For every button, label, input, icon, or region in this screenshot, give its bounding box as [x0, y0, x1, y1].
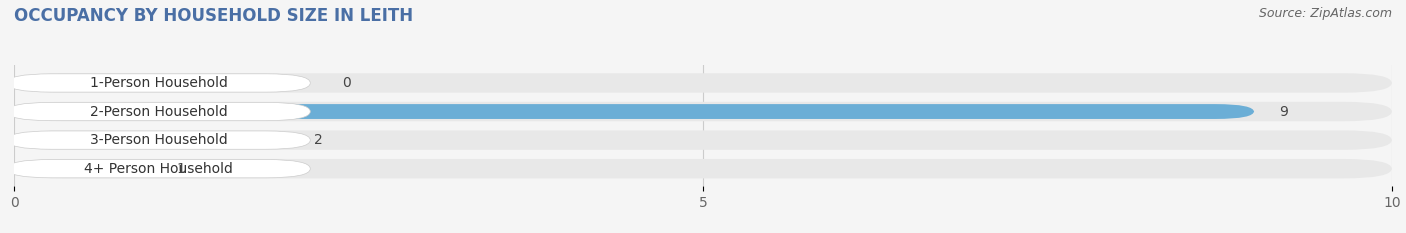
FancyBboxPatch shape — [14, 102, 1392, 121]
Text: Source: ZipAtlas.com: Source: ZipAtlas.com — [1258, 7, 1392, 20]
FancyBboxPatch shape — [14, 159, 1392, 178]
FancyBboxPatch shape — [7, 74, 311, 92]
Text: 9: 9 — [1279, 105, 1288, 119]
FancyBboxPatch shape — [14, 73, 1392, 93]
FancyBboxPatch shape — [7, 160, 311, 178]
Text: 2: 2 — [315, 133, 323, 147]
FancyBboxPatch shape — [7, 131, 311, 149]
Text: 1: 1 — [177, 162, 186, 176]
FancyBboxPatch shape — [7, 102, 311, 121]
Text: 3-Person Household: 3-Person Household — [90, 133, 228, 147]
Text: 2-Person Household: 2-Person Household — [90, 105, 228, 119]
FancyBboxPatch shape — [14, 130, 1392, 150]
FancyBboxPatch shape — [14, 133, 290, 147]
FancyBboxPatch shape — [14, 161, 152, 176]
FancyBboxPatch shape — [14, 104, 1254, 119]
Text: 1-Person Household: 1-Person Household — [90, 76, 228, 90]
Text: 0: 0 — [342, 76, 350, 90]
Text: OCCUPANCY BY HOUSEHOLD SIZE IN LEITH: OCCUPANCY BY HOUSEHOLD SIZE IN LEITH — [14, 7, 413, 25]
Text: 4+ Person Household: 4+ Person Household — [84, 162, 233, 176]
